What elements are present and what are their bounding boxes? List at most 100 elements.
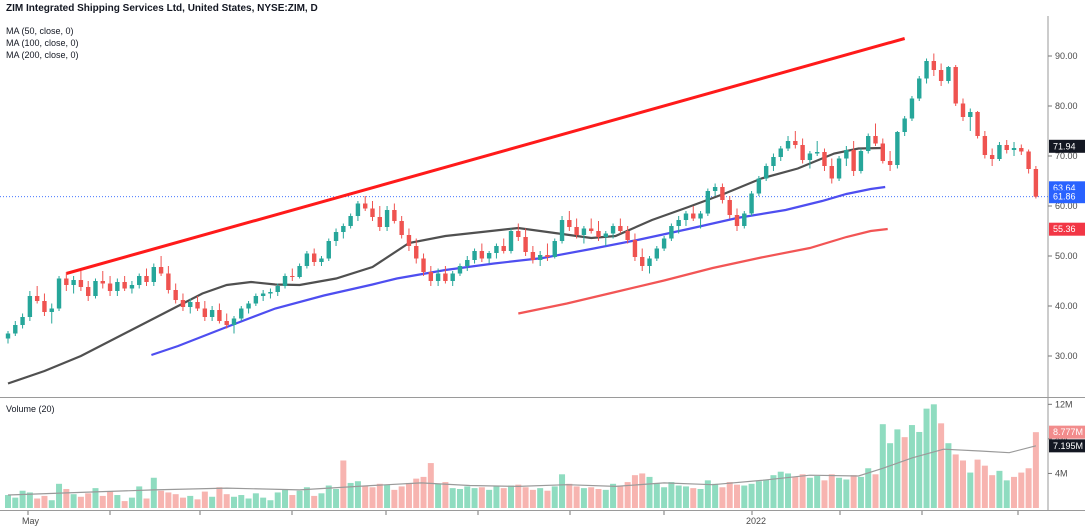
candle-down: [479, 251, 485, 259]
volume-bar-down: [63, 488, 70, 508]
chart-title: ZIM Integrated Shipping Services Ltd, Un…: [6, 3, 318, 14]
candle-up: [129, 285, 135, 289]
ma-200-line: [518, 227, 888, 315]
volume-bar-up: [296, 490, 303, 508]
candle-up: [209, 310, 215, 317]
volume-bar-up: [150, 477, 157, 508]
volume-tick-label: 4M: [1055, 468, 1068, 478]
volume-bar-up: [48, 500, 55, 508]
candle-up: [260, 293, 266, 296]
volume-bar-up: [128, 497, 135, 508]
candle-up: [494, 246, 499, 253]
volume-bar-up: [456, 488, 463, 508]
volume-bar-up: [653, 482, 660, 508]
volume-bar-down: [362, 485, 369, 508]
volume-bar-up: [945, 443, 952, 508]
candle-up: [486, 253, 492, 259]
candle-down: [311, 253, 317, 262]
candle-down: [100, 281, 105, 284]
candle-up: [188, 302, 193, 307]
candle-up: [647, 258, 652, 266]
candle-down: [960, 103, 966, 117]
candle-up: [858, 151, 864, 171]
candle-down: [392, 210, 397, 221]
volume-bar-up: [894, 429, 901, 508]
volume-bar-down: [974, 459, 981, 508]
volume-bar-down: [427, 463, 434, 508]
candle-down: [1026, 151, 1031, 169]
candle-up: [137, 276, 142, 285]
volume-bar-up: [209, 496, 216, 508]
volume-bar-down: [340, 460, 347, 508]
candle-down: [406, 235, 412, 246]
indicator-ma100-label: MA (100, close, 0): [6, 38, 79, 48]
candle-up: [93, 281, 98, 296]
volume-bar-down: [959, 460, 966, 508]
value-badge: [1049, 222, 1085, 236]
volume-bar-down: [179, 497, 186, 508]
candle-up: [239, 308, 244, 319]
volume-bar-up: [865, 468, 872, 508]
volume-bar-up: [675, 485, 682, 508]
candle-up: [552, 241, 557, 257]
value-badge: [1049, 425, 1085, 439]
candle-up: [756, 178, 762, 194]
volume-bar-down: [143, 498, 150, 508]
volume-bar-up: [661, 487, 668, 508]
volume-bar-up: [843, 479, 850, 508]
candle-down: [982, 136, 988, 155]
volume-bar-up: [748, 483, 755, 508]
volume-bar-up: [274, 492, 281, 508]
volume-bar-up: [836, 477, 843, 508]
candle-up: [669, 226, 674, 239]
candle-down: [734, 215, 740, 226]
candle-up: [742, 213, 747, 226]
candle-up: [917, 78, 922, 99]
volume-bar-down: [216, 487, 223, 508]
indicator-ma200-label: MA (200, close, 0): [6, 50, 79, 60]
volume-bar-down: [442, 482, 449, 508]
volume-bar-up: [697, 488, 704, 508]
candle-down: [720, 187, 725, 200]
volume-bar-up: [668, 482, 675, 508]
volume-bar-down: [624, 482, 631, 508]
candle-down: [975, 112, 980, 136]
candle-up: [151, 267, 156, 282]
price-pane[interactable]: [0, 37, 1048, 385]
candle-up: [997, 145, 1002, 159]
candle-up: [435, 273, 441, 281]
value-badge-label: 71.94: [1053, 141, 1076, 151]
candle-up: [683, 213, 689, 220]
candle-up: [71, 280, 76, 285]
candle-down: [727, 200, 732, 215]
volume-bar-down: [631, 475, 638, 508]
volume-pane[interactable]: [5, 404, 1039, 508]
volume-bar-down: [391, 489, 398, 508]
candle-down: [938, 70, 944, 81]
volume-bar-up: [967, 472, 974, 508]
value-badge: [1049, 139, 1085, 153]
candle-up: [465, 260, 470, 266]
candle-down: [880, 143, 885, 161]
volume-bar-down: [107, 491, 114, 508]
candle-up: [603, 233, 608, 237]
volume-bar-up: [245, 498, 252, 508]
candle-down: [567, 220, 572, 227]
volume-bar-up: [267, 500, 274, 508]
candle-down: [887, 161, 893, 165]
price-tick-label: 70.00: [1055, 151, 1078, 161]
candle-up: [282, 276, 288, 286]
candle-down: [1033, 169, 1039, 197]
volume-bar-up: [704, 480, 711, 508]
volume-bar-up: [435, 483, 442, 508]
volume-bar-down: [573, 486, 580, 508]
candle-down: [166, 273, 171, 290]
volume-bar-down: [792, 476, 799, 508]
volume-bar-up: [238, 495, 245, 508]
volume-bar-down: [223, 494, 230, 508]
candle-up: [866, 136, 871, 151]
volume-bar-down: [566, 483, 573, 508]
volume-bar-down: [1018, 472, 1025, 508]
candle-down: [691, 213, 696, 219]
volume-bar-up: [887, 443, 894, 508]
